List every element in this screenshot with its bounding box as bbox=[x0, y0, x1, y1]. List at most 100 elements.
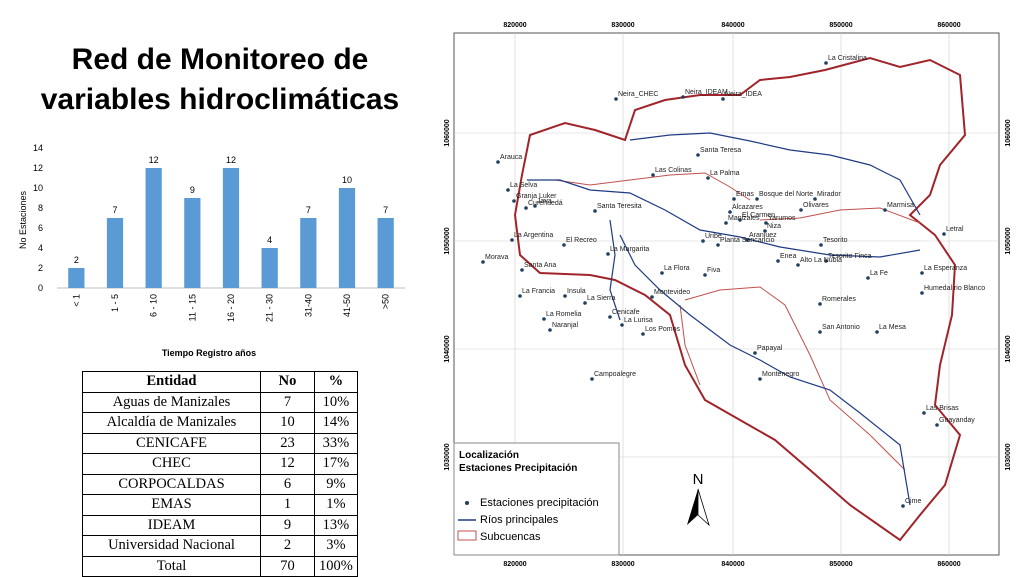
table-total-row: Total 70 100% bbox=[82, 555, 358, 577]
station-label: Yarumos bbox=[768, 215, 796, 222]
station-label: La Argentina bbox=[514, 232, 553, 239]
y-axis-label: No Estaciones bbox=[18, 190, 28, 249]
station-label: Santa Ana bbox=[524, 262, 556, 269]
station-point bbox=[866, 276, 870, 280]
legend-item-rivers: Ríos principales bbox=[480, 514, 559, 526]
cell-no: 9 bbox=[260, 514, 315, 536]
x-tick-label: 16 - 20 bbox=[226, 294, 236, 322]
bar-data-label: 4 bbox=[267, 235, 272, 245]
bar bbox=[338, 188, 356, 288]
bar-data-label: 12 bbox=[149, 155, 159, 165]
cell-pct: 33% bbox=[314, 432, 358, 454]
station-label: Insula bbox=[567, 288, 586, 295]
station-point bbox=[583, 301, 587, 305]
bar bbox=[222, 168, 240, 288]
station-label: Campoalegre bbox=[594, 371, 636, 378]
station-point bbox=[935, 423, 939, 427]
y-tick-label: 10 bbox=[33, 183, 43, 193]
station-label: Guayanday bbox=[939, 417, 975, 424]
table-row: CORPOCALDAS 6 9% bbox=[82, 473, 358, 495]
bar-data-label: 10 bbox=[342, 175, 352, 185]
bar bbox=[145, 168, 162, 288]
station-point bbox=[799, 208, 803, 212]
table-row: EMAS 1 1% bbox=[82, 494, 358, 516]
station-point bbox=[641, 332, 645, 336]
station-label: La Romelia bbox=[546, 311, 582, 318]
map-y-tick-label: 1040000 bbox=[1005, 335, 1012, 362]
station-point bbox=[745, 238, 749, 242]
map-y-tick-label: 1050000 bbox=[444, 227, 451, 254]
cell-entidad: CHEC bbox=[82, 453, 261, 475]
cell-entidad: Universidad Nacional bbox=[82, 535, 261, 557]
bar-data-label: 7 bbox=[112, 205, 117, 215]
station-label: Los Pomos bbox=[645, 326, 681, 333]
station-label: La Selva bbox=[510, 182, 537, 189]
map-y-tick-label: 1060000 bbox=[444, 119, 451, 146]
cell-entidad: IDEAM bbox=[82, 514, 261, 536]
x-tick-label: 21 - 30 bbox=[265, 294, 275, 322]
station-point bbox=[753, 351, 757, 355]
station-label: Java bbox=[537, 198, 552, 205]
station-point bbox=[520, 268, 524, 272]
station-point bbox=[721, 97, 725, 101]
station-label: La Francia bbox=[522, 288, 555, 295]
legend-subbasin-symbol bbox=[457, 530, 477, 541]
x-tick-label: 31-40 bbox=[303, 294, 313, 317]
x-tick-label: < 1 bbox=[71, 294, 81, 307]
station-label: Uribe bbox=[705, 233, 722, 240]
station-point bbox=[533, 204, 537, 208]
bar-chart: 0 2 4 6 8 10 12 14 2 < 1 7 1 - 5 12 6 - 10 9 11 - 15 12… bbox=[18, 143, 405, 358]
y-tick-label: 14 bbox=[33, 143, 43, 153]
cell-total-label: Total bbox=[82, 555, 261, 577]
station-point bbox=[819, 243, 823, 247]
station-point bbox=[506, 188, 510, 192]
station-label: Santa Teresita bbox=[597, 203, 642, 210]
station-label: Niza bbox=[767, 223, 781, 230]
station-point bbox=[818, 330, 822, 334]
station-label: El Recreo bbox=[566, 237, 597, 244]
station-label: La Flora bbox=[664, 265, 690, 272]
station-point bbox=[755, 197, 759, 201]
station-label: La Palma bbox=[710, 170, 740, 177]
station-label: San Antonio bbox=[822, 324, 860, 331]
legend-box bbox=[453, 442, 620, 556]
cell-pct: 10% bbox=[314, 391, 358, 413]
cell-no: 7 bbox=[260, 391, 315, 413]
cell-pct: 9% bbox=[314, 473, 358, 495]
station-point bbox=[824, 259, 828, 263]
map-x-tick-label: 850000 bbox=[829, 22, 852, 29]
station-label: La Cristalina bbox=[828, 55, 867, 62]
station-point bbox=[758, 377, 762, 381]
y-tick-label: 12 bbox=[33, 163, 43, 173]
table-header-row: Entidad No % bbox=[82, 371, 358, 393]
station-point bbox=[875, 330, 879, 334]
map-y-tick-label: 1030000 bbox=[1005, 443, 1012, 470]
x-tick-label: 1 - 5 bbox=[110, 294, 120, 312]
station-point bbox=[701, 239, 705, 243]
page-title: Red de Monitoreo de variables hidroclimá… bbox=[40, 43, 400, 116]
station-point bbox=[696, 153, 700, 157]
header-no: No bbox=[260, 371, 315, 393]
station-point bbox=[651, 173, 655, 177]
bar bbox=[261, 248, 278, 288]
x-tick-label: 6 - 10 bbox=[149, 294, 159, 317]
y-tick-label: 0 bbox=[38, 283, 43, 293]
station-label: Las Brisas bbox=[926, 405, 959, 412]
station-point bbox=[901, 504, 905, 508]
cell-entidad: Alcaldía de Manizales bbox=[82, 412, 261, 434]
station-label: Emas bbox=[736, 191, 754, 198]
station-point bbox=[763, 229, 767, 233]
bar bbox=[106, 218, 124, 288]
y-tick-label: 4 bbox=[38, 243, 43, 253]
legend-point-symbol bbox=[465, 501, 469, 505]
station-point bbox=[562, 243, 566, 247]
bar bbox=[377, 218, 394, 288]
station-point bbox=[776, 259, 780, 263]
subbasin-line bbox=[554, 172, 751, 201]
station-point bbox=[920, 291, 924, 295]
station-label: Tesorito bbox=[823, 237, 848, 244]
north-label: N bbox=[693, 471, 704, 488]
station-point bbox=[548, 328, 552, 332]
cell-pct: 13% bbox=[314, 514, 358, 536]
station-point bbox=[922, 411, 926, 415]
